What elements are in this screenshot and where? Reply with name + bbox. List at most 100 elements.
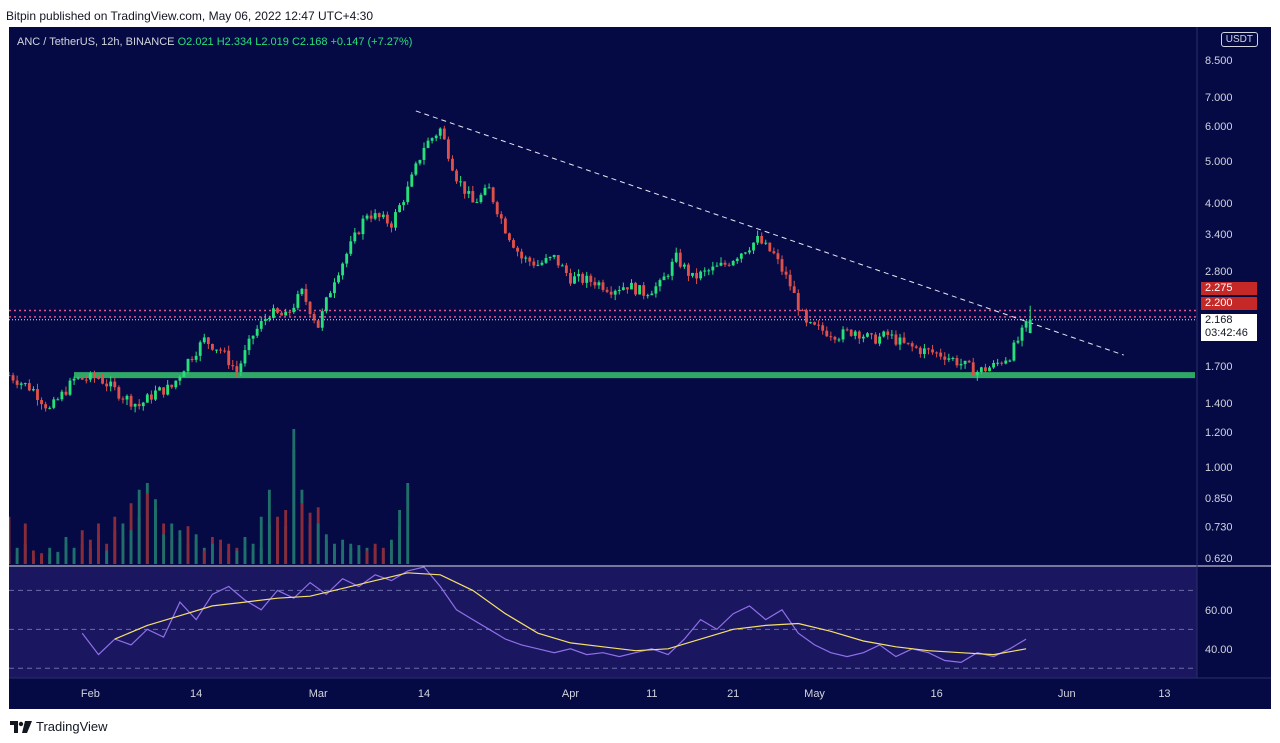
candle-body [841, 329, 845, 340]
candle-body [1012, 342, 1016, 361]
candle-body [678, 252, 682, 267]
candle-body [56, 399, 60, 401]
candle-body [60, 391, 64, 400]
candle-body [512, 240, 515, 248]
candle-body [764, 242, 768, 244]
currency-badge[interactable]: USDT [1220, 32, 1258, 47]
candle-body [894, 334, 898, 345]
volume-bar [72, 550, 76, 564]
candle-body [72, 378, 76, 381]
candle-body [658, 280, 662, 287]
candle-body [646, 295, 650, 297]
candle-body [495, 202, 499, 215]
candle-body [267, 317, 271, 319]
candle-body [475, 201, 479, 203]
volume-bar [194, 539, 198, 564]
candle-body [792, 286, 796, 293]
candle-body [463, 181, 467, 194]
candle-body [137, 403, 141, 407]
candle-body [613, 290, 617, 295]
candle-body [748, 250, 751, 253]
candle-body [361, 218, 365, 235]
volume-bar [259, 516, 263, 564]
candle-body [194, 355, 198, 360]
candle-body [809, 322, 812, 324]
candle-body [967, 360, 971, 363]
candle-body [975, 371, 979, 376]
candle-body [154, 390, 157, 400]
volume-bar [9, 516, 11, 564]
candle-body [560, 265, 564, 267]
candle-body [341, 263, 345, 276]
candle-body [695, 272, 698, 279]
volume-bar [406, 483, 410, 564]
candle-body [532, 261, 536, 266]
chart-frame[interactable]: 8.500 7.000 6.000 5.000 4.000 3.400 2.800 1.700… [9, 27, 1271, 709]
candle-body [979, 367, 983, 372]
candle-body [426, 140, 430, 148]
candle-body [369, 215, 373, 219]
candle-body [821, 325, 825, 331]
candle-body [959, 364, 963, 366]
candle-body [674, 252, 678, 262]
candle-body [406, 186, 410, 203]
time-tick-label: 14 [190, 688, 202, 700]
candle-body [430, 138, 434, 141]
candle-body [280, 312, 284, 316]
candle-body [467, 191, 471, 194]
candle-body [825, 330, 829, 337]
candle-body [796, 292, 800, 311]
candle-body [353, 232, 357, 242]
candle-body [719, 262, 723, 266]
candle-body [833, 336, 837, 340]
volume-bar [357, 545, 361, 564]
candle-body [11, 375, 15, 381]
candle-body [939, 352, 943, 357]
candle-body [687, 264, 690, 276]
candle-body [731, 261, 735, 266]
candle-body [178, 376, 182, 381]
candle-body [882, 331, 886, 337]
candle-body [219, 349, 222, 351]
candle-body [520, 251, 524, 259]
candle-body [743, 252, 747, 254]
candle-body [398, 205, 401, 213]
volume-bar [341, 550, 345, 564]
candle-body [390, 223, 393, 228]
candle-body [634, 282, 637, 295]
candle-body [540, 262, 544, 265]
candle-body [186, 359, 190, 372]
candle-body [105, 383, 109, 387]
candle-body [109, 381, 113, 387]
candle-body [621, 287, 625, 290]
candle-body [84, 379, 88, 381]
candle-body [40, 399, 43, 405]
candle-body [752, 242, 755, 251]
candle-body [52, 399, 56, 408]
candle-body [202, 337, 206, 343]
volume-bar [113, 530, 117, 564]
candle-body [324, 297, 328, 312]
candle-body [97, 377, 100, 379]
candle-body [304, 288, 308, 302]
candle-body [524, 257, 528, 259]
candle-body [328, 293, 332, 298]
candle-body [727, 264, 731, 266]
volume-bar [373, 543, 377, 564]
last-price-label: 2.168 [1205, 314, 1233, 326]
candle-body [394, 212, 397, 228]
chart-canvas[interactable]: 8.500 7.000 6.000 5.000 4.000 3.400 2.800 1.700… [9, 27, 1271, 709]
candle-body [703, 270, 707, 272]
candle-body [577, 273, 581, 277]
candle-body [813, 322, 816, 325]
candle-body [593, 281, 597, 286]
candle-body [556, 255, 560, 266]
candle-body [402, 202, 406, 206]
candle-body [227, 350, 231, 366]
rsi-ma-line [114, 572, 1027, 656]
candle-body [625, 287, 629, 290]
price-tick-label: 7.000 [1205, 92, 1233, 104]
volume-bar [40, 555, 43, 564]
volume-bar [56, 553, 60, 564]
candle-body [259, 321, 263, 329]
